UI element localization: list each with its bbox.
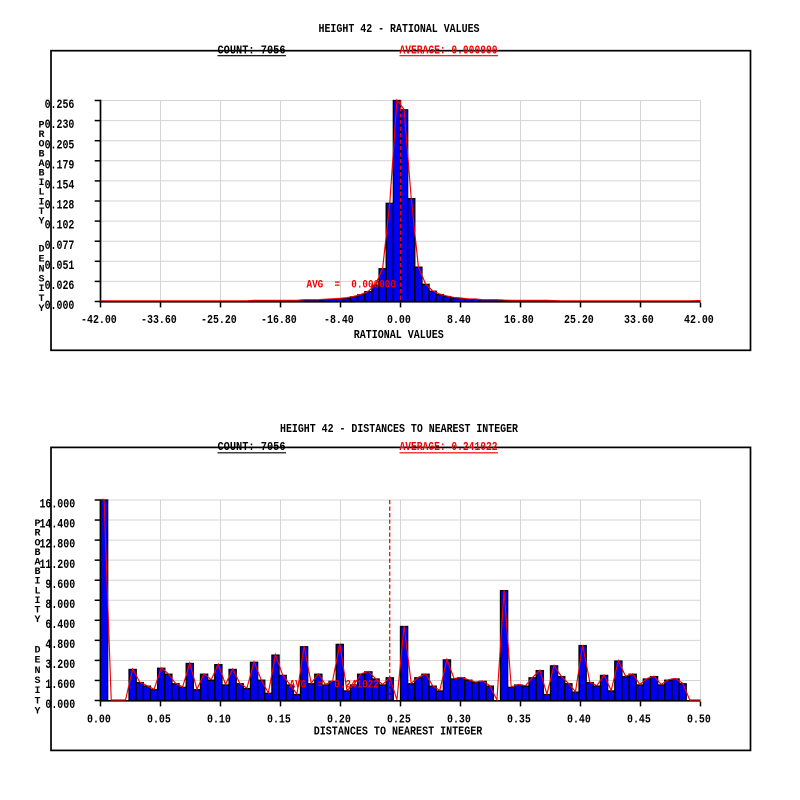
svg-text:N: N	[34, 666, 40, 677]
svg-text:COUNT: 7056: COUNT: 7056	[218, 440, 286, 454]
svg-text:0.128: 0.128	[45, 199, 75, 213]
svg-text:0.45: 0.45	[627, 712, 651, 726]
svg-text:T: T	[38, 207, 44, 218]
svg-text:Y: Y	[38, 217, 44, 228]
svg-text:-16.80: -16.80	[261, 313, 297, 327]
svg-text:8.000: 8.000	[45, 598, 75, 612]
svg-text:DISTANCES TO NEAREST INTEGER: DISTANCES TO NEAREST INTEGER	[314, 725, 483, 739]
svg-text:Y: Y	[34, 707, 40, 718]
svg-text:0.205: 0.205	[45, 138, 75, 152]
svg-text:I: I	[34, 686, 40, 697]
svg-text:T: T	[38, 294, 44, 305]
svg-text:L: L	[38, 188, 44, 199]
svg-text:I: I	[38, 197, 44, 208]
svg-text:0.000: 0.000	[45, 698, 75, 712]
svg-text:I: I	[38, 284, 44, 295]
svg-text:3.200: 3.200	[45, 658, 75, 672]
svg-text:L: L	[34, 586, 40, 597]
svg-text:0.179: 0.179	[45, 158, 75, 172]
svg-text:HEIGHT 42 - DISTANCES TO NEARE: HEIGHT 42 - DISTANCES TO NEAREST INTEGER	[280, 422, 518, 436]
svg-text:16.000: 16.000	[39, 498, 75, 512]
svg-text:-25.20: -25.20	[201, 313, 237, 327]
svg-text:-42.00: -42.00	[81, 313, 117, 327]
svg-text:AVERAGE: 0.241022: AVERAGE: 0.241022	[400, 440, 498, 454]
svg-text:0.00: 0.00	[87, 712, 111, 726]
svg-text:I: I	[34, 577, 40, 588]
svg-text:0.15: 0.15	[267, 712, 291, 726]
svg-text:AVG = 0.000000: AVG = 0.000000	[307, 279, 397, 291]
svg-text:0.051: 0.051	[45, 259, 75, 273]
svg-text:14.400: 14.400	[39, 518, 75, 532]
svg-text:1.600: 1.600	[45, 678, 75, 692]
svg-text:Y: Y	[38, 304, 44, 315]
svg-text:0.35: 0.35	[507, 712, 531, 726]
svg-text:42.00: 42.00	[684, 313, 714, 327]
svg-text:0.256: 0.256	[45, 98, 75, 112]
svg-text:COUNT: 7056: COUNT: 7056	[218, 44, 286, 58]
svg-text:11.200: 11.200	[39, 558, 75, 572]
svg-text:I: I	[34, 596, 40, 607]
svg-text:S: S	[34, 676, 40, 687]
svg-text:0.000: 0.000	[45, 299, 75, 313]
svg-text:AVG = 0.241022: AVG = 0.241022	[290, 680, 380, 692]
svg-text:0.10: 0.10	[207, 712, 231, 726]
svg-text:0.05: 0.05	[147, 712, 171, 726]
svg-text:D: D	[38, 245, 44, 256]
svg-text:S: S	[38, 274, 44, 285]
svg-text:D: D	[34, 645, 40, 656]
svg-text:0.25: 0.25	[387, 712, 411, 726]
svg-text:RATIONAL VALUES: RATIONAL VALUES	[354, 328, 444, 342]
svg-text:A: A	[34, 558, 40, 569]
svg-text:0.230: 0.230	[45, 118, 75, 132]
svg-text:HEIGHT 42 - RATIONAL VALUES: HEIGHT 42 - RATIONAL VALUES	[319, 22, 480, 36]
svg-text:0.30: 0.30	[447, 712, 471, 726]
svg-text:R: R	[38, 130, 44, 141]
svg-text:A: A	[38, 159, 44, 170]
svg-text:T: T	[34, 606, 40, 617]
svg-text:0.20: 0.20	[327, 712, 351, 726]
svg-text:0.102: 0.102	[45, 219, 75, 233]
svg-text:33.60: 33.60	[624, 313, 654, 327]
svg-text:P: P	[38, 121, 44, 132]
svg-text:B: B	[38, 149, 44, 160]
svg-text:E: E	[38, 255, 44, 266]
svg-text:0.154: 0.154	[45, 179, 75, 193]
svg-text:25.20: 25.20	[564, 313, 594, 327]
svg-text:0.00: 0.00	[387, 313, 411, 327]
svg-text:0.026: 0.026	[45, 279, 75, 293]
svg-text:O: O	[38, 140, 44, 151]
svg-text:B: B	[34, 567, 40, 578]
svg-text:I: I	[38, 178, 44, 189]
svg-text:P: P	[34, 519, 40, 530]
svg-text:0.077: 0.077	[45, 239, 75, 253]
svg-text:6.400: 6.400	[45, 618, 75, 632]
svg-text:12.800: 12.800	[39, 538, 75, 552]
svg-text:0.50: 0.50	[687, 712, 711, 726]
svg-text:4.800: 4.800	[45, 638, 75, 652]
svg-text:B: B	[34, 548, 40, 559]
svg-text:R: R	[34, 529, 40, 540]
svg-text:Y: Y	[34, 615, 40, 626]
svg-text:8.40: 8.40	[447, 313, 471, 327]
svg-text:9.600: 9.600	[45, 578, 75, 592]
svg-text:-33.60: -33.60	[141, 313, 177, 327]
svg-text:T: T	[34, 696, 40, 707]
svg-text:O: O	[34, 538, 40, 549]
svg-text:16.80: 16.80	[504, 313, 534, 327]
svg-text:N: N	[38, 264, 44, 275]
svg-text:-8.40: -8.40	[324, 313, 354, 327]
svg-text:B: B	[38, 169, 44, 180]
svg-text:AVERAGE: 0.000000: AVERAGE: 0.000000	[400, 44, 498, 58]
svg-text:0.40: 0.40	[567, 712, 591, 726]
svg-text:E: E	[34, 656, 40, 667]
